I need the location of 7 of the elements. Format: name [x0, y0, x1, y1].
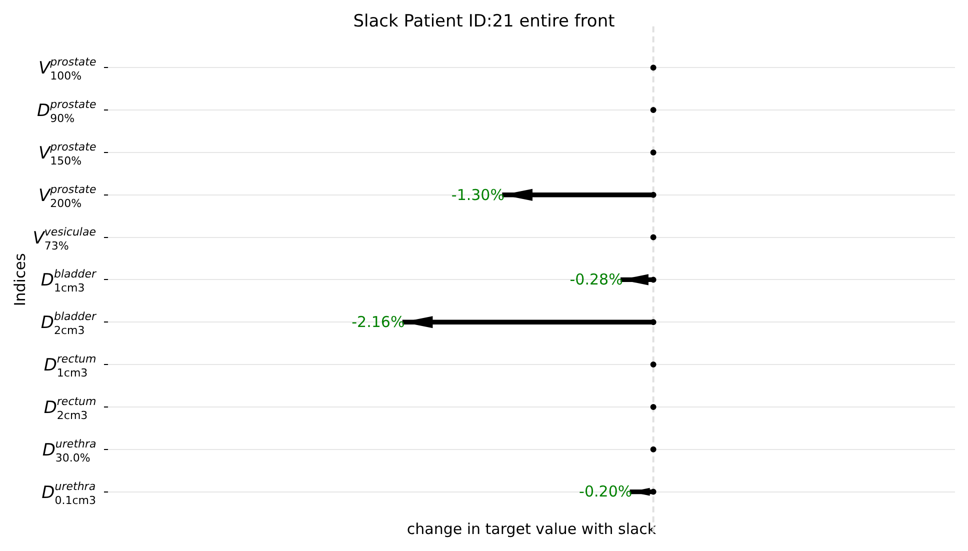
data-label: -0.20% [579, 482, 632, 501]
data-label: -1.30% [451, 186, 504, 204]
data-label: -2.16% [352, 313, 405, 332]
y-axis-title: Indices [10, 253, 29, 306]
x-axis-title: change in target value with slack [406, 520, 656, 538]
data-label: -0.28% [570, 270, 623, 289]
chart-title: Slack Patient ID:21 entire front [353, 12, 616, 32]
